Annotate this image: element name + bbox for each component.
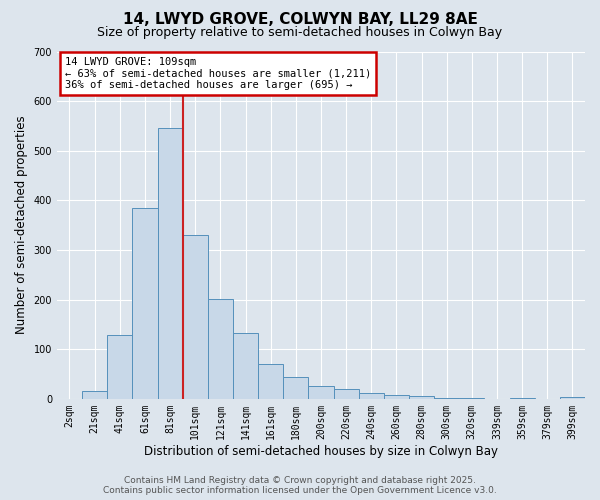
Bar xyxy=(384,395,409,399)
Bar xyxy=(233,333,258,399)
Bar xyxy=(133,208,158,399)
Bar xyxy=(82,391,107,399)
Bar xyxy=(182,235,208,399)
Bar xyxy=(560,397,585,399)
Bar xyxy=(334,389,359,399)
Bar xyxy=(283,378,308,399)
Bar xyxy=(308,386,334,399)
Bar xyxy=(359,393,384,399)
Text: Size of property relative to semi-detached houses in Colwyn Bay: Size of property relative to semi-detach… xyxy=(97,26,503,39)
Y-axis label: Number of semi-detached properties: Number of semi-detached properties xyxy=(15,116,28,334)
Bar xyxy=(409,396,434,399)
Bar xyxy=(107,336,133,399)
Text: 14 LWYD GROVE: 109sqm
← 63% of semi-detached houses are smaller (1,211)
36% of s: 14 LWYD GROVE: 109sqm ← 63% of semi-deta… xyxy=(65,56,371,90)
Text: 14, LWYD GROVE, COLWYN BAY, LL29 8AE: 14, LWYD GROVE, COLWYN BAY, LL29 8AE xyxy=(122,12,478,28)
X-axis label: Distribution of semi-detached houses by size in Colwyn Bay: Distribution of semi-detached houses by … xyxy=(144,444,498,458)
Text: Contains HM Land Registry data © Crown copyright and database right 2025.
Contai: Contains HM Land Registry data © Crown c… xyxy=(103,476,497,495)
Bar xyxy=(208,298,233,399)
Bar xyxy=(258,364,283,399)
Bar xyxy=(158,128,182,399)
